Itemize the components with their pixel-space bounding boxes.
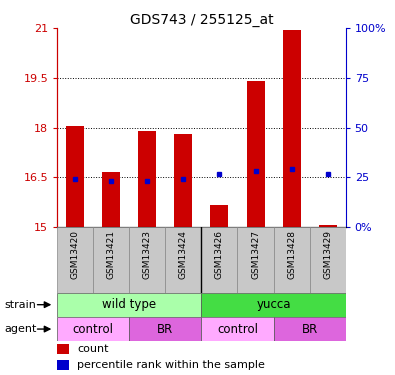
- Bar: [319, 225, 337, 227]
- Text: GSM13427: GSM13427: [251, 230, 260, 279]
- Bar: [274, 317, 346, 341]
- Bar: [138, 131, 156, 227]
- Text: GSM13429: GSM13429: [323, 230, 332, 279]
- Text: control: control: [73, 322, 114, 336]
- Text: BR: BR: [157, 322, 173, 336]
- Text: GSM13424: GSM13424: [179, 230, 188, 279]
- Bar: [57, 344, 69, 354]
- Text: GSM13428: GSM13428: [287, 230, 296, 279]
- Bar: [201, 292, 346, 317]
- Bar: [130, 317, 201, 341]
- Bar: [246, 81, 265, 227]
- Text: wild type: wild type: [102, 298, 156, 311]
- Bar: [282, 30, 301, 227]
- Text: GSM13421: GSM13421: [107, 230, 116, 279]
- Bar: [130, 227, 166, 292]
- Text: GSM13426: GSM13426: [215, 230, 224, 279]
- Bar: [66, 126, 84, 227]
- Title: GDS743 / 255125_at: GDS743 / 255125_at: [130, 13, 273, 27]
- Text: BR: BR: [301, 322, 318, 336]
- Bar: [201, 317, 274, 341]
- Text: agent: agent: [4, 324, 36, 334]
- Text: percentile rank within the sample: percentile rank within the sample: [77, 360, 265, 370]
- Bar: [57, 360, 69, 370]
- Bar: [102, 172, 120, 227]
- Bar: [310, 227, 346, 292]
- Text: GSM13423: GSM13423: [143, 230, 152, 279]
- Bar: [274, 227, 310, 292]
- Bar: [93, 227, 130, 292]
- Text: yucca: yucca: [256, 298, 291, 311]
- Bar: [57, 317, 130, 341]
- Bar: [201, 227, 237, 292]
- Bar: [57, 227, 93, 292]
- Text: control: control: [217, 322, 258, 336]
- Bar: [175, 134, 192, 227]
- Bar: [211, 206, 228, 227]
- Text: GSM13420: GSM13420: [71, 230, 80, 279]
- Text: count: count: [77, 344, 109, 354]
- Text: strain: strain: [4, 300, 36, 310]
- Bar: [57, 292, 201, 317]
- Bar: [166, 227, 201, 292]
- Bar: [237, 227, 274, 292]
